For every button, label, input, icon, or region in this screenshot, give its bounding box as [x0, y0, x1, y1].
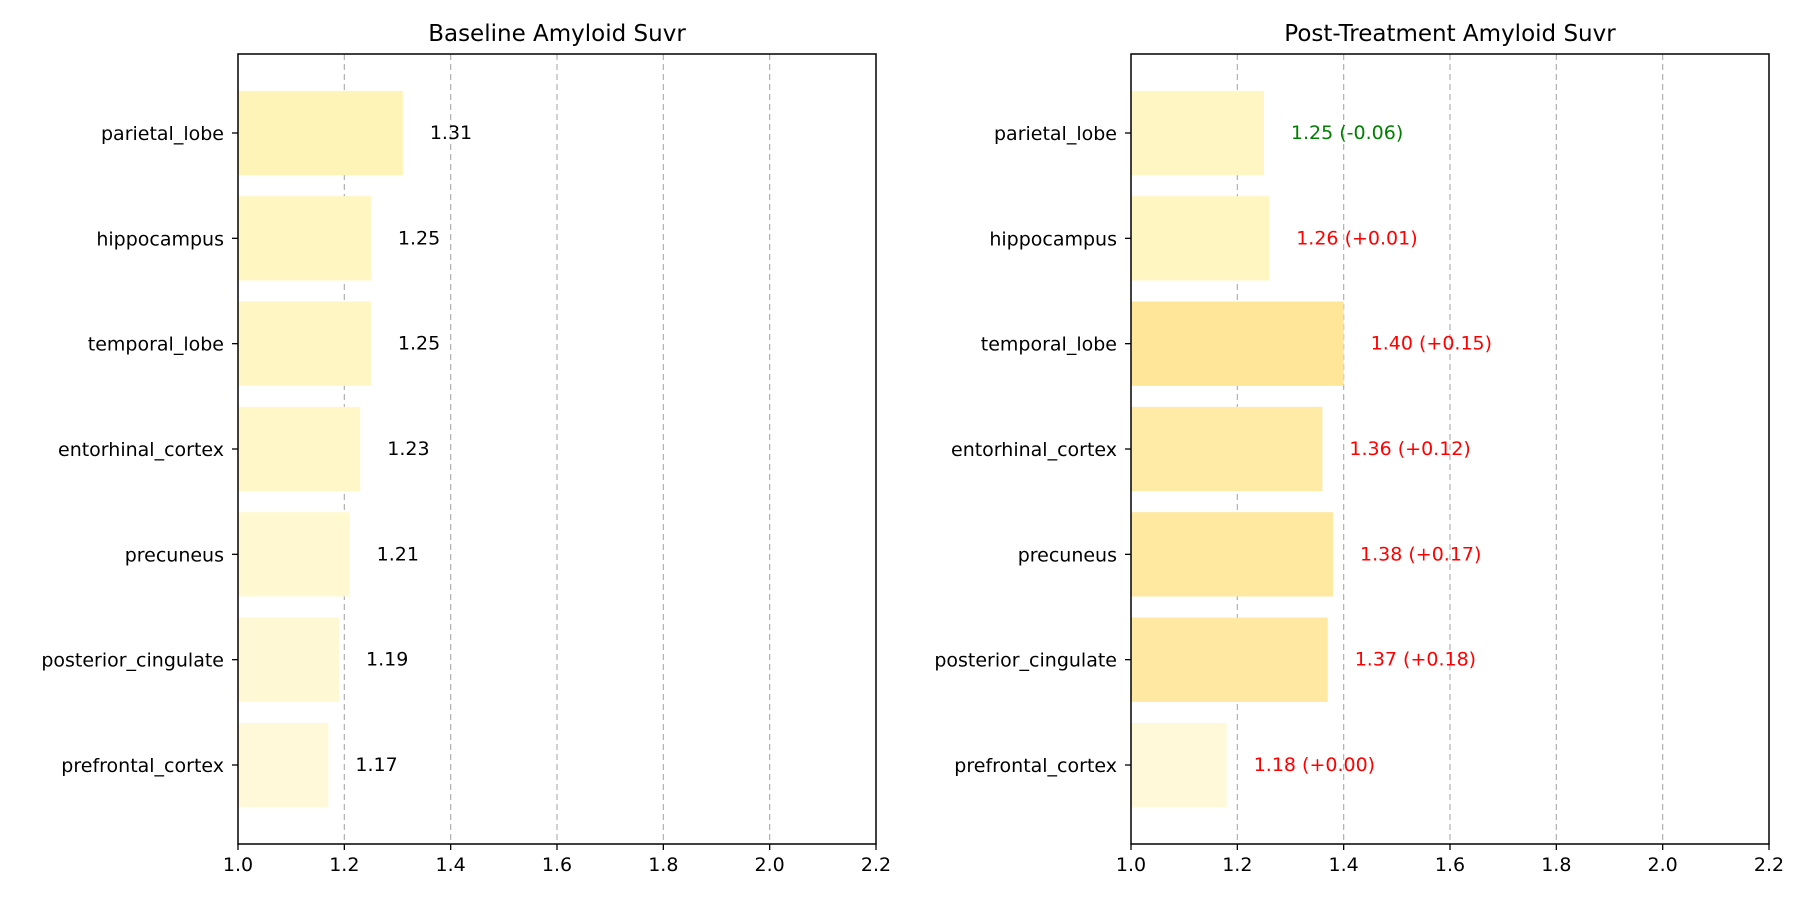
- post-treatment-bar-posterior-cingulate: [1131, 617, 1328, 702]
- post-treatment-value-label: 1.26 (+0.01): [1296, 227, 1417, 249]
- baseline-x-tick-label: 1.4: [436, 854, 466, 876]
- baseline-bar-temporal-lobe: [238, 301, 371, 386]
- post-treatment-x-tick-label: 1.2: [1222, 854, 1252, 876]
- baseline-category-label: temporal_lobe: [88, 334, 224, 356]
- baseline-value-label: 1.31: [430, 122, 472, 144]
- post-treatment-bar-parietal-lobe: [1131, 90, 1264, 176]
- baseline-x-tick-label: 1.6: [542, 854, 572, 876]
- post-treatment-category-label: prefrontal_cortex: [954, 755, 1117, 777]
- post-treatment-value-label: 1.40 (+0.15): [1371, 333, 1492, 355]
- baseline-value-label: 1.21: [377, 543, 419, 565]
- post-treatment-chart-title: Post-Treatment Amyloid Suvr: [1284, 21, 1616, 47]
- post-treatment-value-label: 1.25 (-0.06): [1291, 122, 1403, 144]
- baseline-x-tick-label: 1.8: [648, 854, 678, 876]
- baseline-panel: 1.0 1.2 1.4 1.6 1.8 2.0 2.2 parietal_lobehippoc…: [41, 21, 891, 876]
- post-treatment-x-tick-label: 2.0: [1648, 854, 1678, 876]
- post-treatment-category-label: temporal_lobe: [981, 334, 1117, 356]
- baseline-x-tick-label: 1.2: [329, 854, 359, 876]
- baseline-bar-parietal-lobe: [238, 90, 403, 176]
- baseline-value-label: 1.25: [398, 333, 440, 355]
- baseline-chart-title: Baseline Amyloid Suvr: [428, 21, 686, 47]
- baseline-category-label: posterior_cingulate: [41, 650, 224, 672]
- post-treatment-category-label: precuneus: [1018, 544, 1117, 566]
- post-treatment-value-label: 1.18 (+0.00): [1254, 754, 1375, 776]
- baseline-x-tick-label: 2.2: [861, 854, 891, 876]
- baseline-category-label: prefrontal_cortex: [61, 755, 224, 777]
- baseline-bar-hippocampus: [238, 196, 371, 281]
- baseline-value-label: 1.17: [355, 754, 397, 776]
- baseline-bar-posterior-cingulate: [238, 617, 340, 702]
- post-treatment-x-tick-label: 1.4: [1329, 854, 1359, 876]
- post-treatment-bar-prefrontal-cortex: [1131, 722, 1227, 808]
- post-treatment-x-tick-label: 1.0: [1116, 854, 1146, 876]
- baseline-bar-entorhinal-cortex: [238, 406, 361, 492]
- post-treatment-bar-hippocampus: [1131, 196, 1270, 281]
- baseline-category-label: entorhinal_cortex: [58, 439, 224, 461]
- post-treatment-category-label: entorhinal_cortex: [951, 439, 1117, 461]
- post-treatment-category-label: hippocampus: [989, 228, 1117, 250]
- post-treatment-value-label: 1.37 (+0.18): [1355, 649, 1476, 671]
- post-treatment-bar-temporal-lobe: [1131, 301, 1344, 386]
- baseline-value-label: 1.25: [398, 227, 440, 249]
- baseline-x-tick-label: 2.0: [755, 854, 785, 876]
- post-treatment-category-label: posterior_cingulate: [934, 650, 1117, 672]
- post-treatment-bar-entorhinal-cortex: [1131, 406, 1323, 492]
- baseline-category-label: hippocampus: [96, 228, 224, 250]
- post-treatment-category-label: parietal_lobe: [994, 123, 1117, 145]
- post-treatment-x-tick-label: 1.8: [1541, 854, 1571, 876]
- baseline-category-label: precuneus: [125, 544, 224, 566]
- baseline-bar-precuneus: [238, 512, 350, 597]
- post-treatment-bar-precuneus: [1131, 512, 1334, 597]
- baseline-category-label: parietal_lobe: [101, 123, 224, 145]
- post-treatment-panel: 1.0 1.2 1.4 1.6 1.8 2.0 2.2 parietal_lobehippoc…: [934, 21, 1784, 876]
- post-treatment-value-label: 1.36 (+0.12): [1349, 438, 1470, 460]
- post-treatment-x-tick-label: 2.2: [1754, 854, 1784, 876]
- baseline-value-label: 1.23: [387, 438, 429, 460]
- post-treatment-value-label: 1.38 (+0.17): [1360, 543, 1481, 565]
- baseline-bar-prefrontal-cortex: [238, 722, 329, 808]
- baseline-x-tick-label: 1.0: [223, 854, 253, 876]
- post-treatment-x-tick-label: 1.6: [1435, 854, 1465, 876]
- baseline-value-label: 1.19: [366, 649, 408, 671]
